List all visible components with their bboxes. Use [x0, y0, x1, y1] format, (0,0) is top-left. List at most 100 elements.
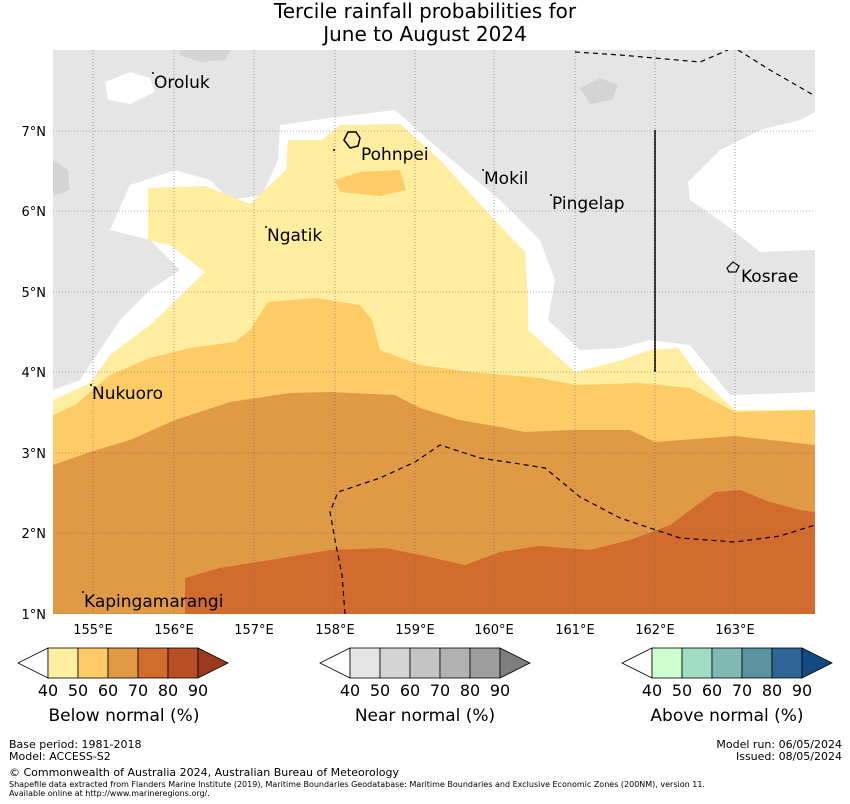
- legend-swatch: [469, 647, 501, 679]
- legend-tip-high: [499, 647, 531, 679]
- island-marker: [333, 149, 335, 151]
- x-tick-label: 161°E: [555, 623, 595, 638]
- legend-tick-label: 60: [400, 681, 420, 700]
- footer-shapefile-line-2: Available online at http://www.marinereg…: [9, 789, 210, 798]
- label-mokil: Mokil: [484, 169, 528, 189]
- legend-tip-high: [197, 647, 229, 679]
- below-normal-60-patch: [335, 170, 406, 196]
- legend-tick-label: 50: [370, 681, 390, 700]
- legend-tick-label: 80: [460, 681, 480, 700]
- pohnpei-coastline: [343, 131, 361, 149]
- title-line-1: Tercile rainfall probabilities for: [273, 0, 577, 23]
- legend-swatch: [77, 647, 109, 679]
- island-labels: Oroluk Pohnpei Mokil Pingelap Ngatik Kos…: [84, 73, 798, 612]
- x-tick-label: 155°E: [73, 623, 113, 638]
- legend-tick-label: 60: [98, 681, 118, 700]
- x-axis-labels: 155°E 156°E 157°E 158°E 159°E 160°E 161°…: [73, 623, 755, 638]
- legend-title-near-normal: Near normal (%): [354, 706, 496, 726]
- label-ngatik: Ngatik: [267, 226, 322, 246]
- legend-swatch: [107, 647, 139, 679]
- legend-swatch: [711, 647, 743, 679]
- near-normal-50-patch: [180, 50, 230, 62]
- island-marker: [152, 72, 154, 74]
- y-axis-labels: 7°N 6°N 5°N 4°N 3°N 2°N 1°N: [22, 125, 47, 623]
- white-patch: [105, 72, 155, 104]
- near-normal-50-patch: [53, 160, 70, 196]
- legend-tip-low: [621, 647, 653, 679]
- legend-tick-label: 40: [340, 681, 360, 700]
- legend-tick-label: 70: [732, 681, 752, 700]
- legend-tick-label: 90: [188, 681, 208, 700]
- legend-swatch: [651, 647, 683, 679]
- legend-tick-label: 60: [702, 681, 722, 700]
- legend-tick-label: 90: [490, 681, 510, 700]
- y-tick-label: 5°N: [22, 286, 47, 301]
- legend-swatch: [379, 647, 411, 679]
- y-tick-label: 2°N: [22, 527, 47, 542]
- label-nukuoro: Nukuoro: [92, 384, 163, 404]
- legend-swatch: [409, 647, 441, 679]
- x-tick-label: 160°E: [474, 623, 514, 638]
- legend-tick-label: 90: [792, 681, 812, 700]
- legend-tick-label: 50: [68, 681, 88, 700]
- footer-model: Model: ACCESS-S2: [9, 750, 111, 763]
- legend-tip-low: [17, 647, 49, 679]
- footer-model-run: Model run: 06/05/2024: [716, 738, 842, 751]
- footer-base-period: Base period: 1981-2018: [9, 738, 142, 751]
- legend-swatch: [137, 647, 169, 679]
- legend-tip-low: [319, 647, 351, 679]
- y-tick-label: 6°N: [22, 205, 47, 220]
- legend-swatch: [771, 647, 803, 679]
- x-tick-label: 157°E: [234, 623, 274, 638]
- x-tick-label: 163°E: [715, 623, 755, 638]
- legend-swatch: [167, 647, 199, 679]
- rainfall-probability-map: Oroluk Pohnpei Mokil Pingelap Ngatik Kos…: [17, 50, 833, 700]
- label-pingelap: Pingelap: [552, 194, 625, 214]
- x-tick-label: 158°E: [315, 623, 355, 638]
- legend-title-below-normal: Below normal (%): [48, 706, 200, 726]
- footer-copyright: © Commonwealth of Australia 2024, Austra…: [9, 766, 399, 779]
- island-marker: [482, 169, 484, 171]
- eez-boundary: [737, 50, 815, 97]
- legend-tick-label: 80: [158, 681, 178, 700]
- x-tick-label: 162°E: [635, 623, 675, 638]
- legend-above-normal: 40 50 60 70 80 90: [621, 647, 833, 700]
- legend-tick-label: 70: [430, 681, 450, 700]
- island-marker: [82, 591, 84, 593]
- label-pohnpei: Pohnpei: [361, 145, 429, 165]
- gridlines: [53, 50, 815, 614]
- legend-title-above-normal: Above normal (%): [650, 706, 804, 726]
- white-patch: [688, 112, 815, 252]
- legend-tick-label: 40: [38, 681, 58, 700]
- legend-near-normal: 40 50 60 70 80 90: [319, 647, 531, 700]
- footer-shapefile-line-1: Shapefile data extracted from Flanders M…: [9, 780, 705, 789]
- legend-swatch: [349, 647, 381, 679]
- legend-swatch: [681, 647, 713, 679]
- y-tick-label: 7°N: [22, 125, 47, 140]
- legend-tick-label: 80: [762, 681, 782, 700]
- island-marker: [265, 226, 267, 228]
- label-kapingamarangi: Kapingamarangi: [84, 592, 223, 612]
- label-oroluk: Oroluk: [154, 73, 210, 93]
- eez-boundary: [574, 50, 729, 63]
- y-tick-label: 1°N: [22, 608, 47, 623]
- label-kosrae: Kosrae: [741, 267, 798, 287]
- island-marker: [90, 384, 92, 386]
- legend-tip-high: [801, 647, 833, 679]
- legend-below-normal: 40 50 60 70 80 90: [17, 647, 229, 700]
- legend-tick-label: 50: [672, 681, 692, 700]
- x-tick-label: 156°E: [154, 623, 194, 638]
- legend-tick-label: 70: [128, 681, 148, 700]
- island-marker: [550, 194, 552, 196]
- legend-swatch: [47, 647, 79, 679]
- map-plot-area: [53, 50, 815, 614]
- legend-tick-label: 40: [642, 681, 662, 700]
- footer-issued: Issued: 08/05/2024: [735, 750, 842, 763]
- title-line-2: June to August 2024: [323, 22, 527, 46]
- x-tick-label: 159°E: [395, 623, 435, 638]
- kosrae-coastline: [726, 261, 740, 273]
- island-markers: [82, 72, 552, 593]
- y-tick-label: 3°N: [22, 447, 47, 462]
- map-title: Tercile rainfall probabilities for June …: [0, 0, 850, 46]
- near-normal-50-patch: [580, 78, 618, 104]
